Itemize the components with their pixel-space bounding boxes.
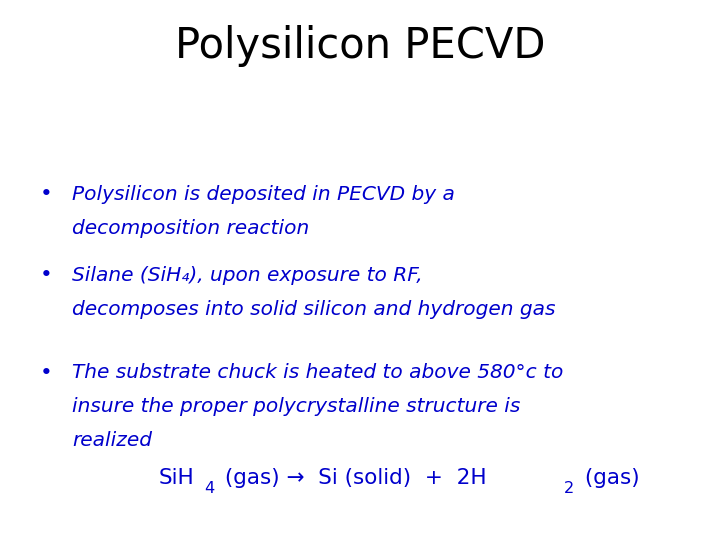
Text: decomposes into solid silicon and hydrogen gas: decomposes into solid silicon and hydrog…: [72, 300, 556, 319]
Text: •: •: [40, 362, 53, 383]
Text: SiH: SiH: [158, 468, 194, 488]
Text: (gas): (gas): [577, 468, 639, 488]
Text: •: •: [40, 184, 53, 205]
Text: Polysilicon is deposited in PECVD by a: Polysilicon is deposited in PECVD by a: [72, 185, 455, 204]
Text: 4: 4: [204, 481, 215, 496]
Text: realized: realized: [72, 431, 152, 450]
Text: Polysilicon PECVD: Polysilicon PECVD: [175, 25, 545, 67]
Text: (gas) →  Si (solid)  +  2H: (gas) → Si (solid) + 2H: [217, 468, 487, 488]
Text: insure the proper polycrystalline structure is: insure the proper polycrystalline struct…: [72, 397, 521, 416]
Text: Silane (SiH₄), upon exposure to RF,: Silane (SiH₄), upon exposure to RF,: [72, 266, 423, 285]
Text: 2: 2: [564, 481, 575, 496]
Text: •: •: [40, 265, 53, 286]
Text: The substrate chuck is heated to above 580°c to: The substrate chuck is heated to above 5…: [72, 363, 563, 382]
Text: decomposition reaction: decomposition reaction: [72, 219, 310, 238]
